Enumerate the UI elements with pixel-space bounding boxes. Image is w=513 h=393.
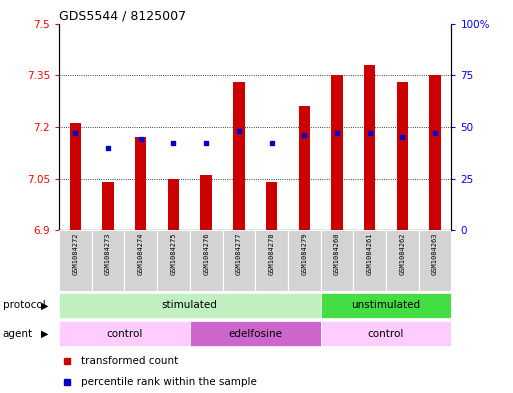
Text: percentile rank within the sample: percentile rank within the sample [81, 377, 256, 387]
Bar [135, 137, 147, 230]
Text: transformed count: transformed count [81, 356, 178, 366]
Text: GSM1084277: GSM1084277 [236, 232, 242, 275]
Bar [321, 321, 451, 346]
Bar [386, 230, 419, 291]
Text: GSM1084278: GSM1084278 [269, 232, 274, 275]
Bar [223, 230, 255, 291]
Bar [321, 293, 451, 318]
Text: agent: agent [3, 329, 33, 339]
Bar [157, 230, 190, 291]
Text: GSM1084275: GSM1084275 [170, 232, 176, 275]
Text: GSM1084274: GSM1084274 [138, 232, 144, 275]
Bar [299, 106, 310, 230]
Bar [233, 82, 245, 230]
Text: GSM1084261: GSM1084261 [367, 232, 372, 275]
Text: ▶: ▶ [42, 329, 49, 339]
Text: GSM1084262: GSM1084262 [400, 232, 405, 275]
Text: protocol: protocol [3, 300, 45, 310]
Bar [92, 230, 125, 291]
Bar [124, 230, 157, 291]
Bar [102, 182, 114, 230]
Text: stimulated: stimulated [162, 300, 218, 310]
Bar [59, 321, 190, 346]
Bar [201, 175, 212, 230]
Bar [321, 230, 353, 291]
Bar [353, 230, 386, 291]
Bar [59, 293, 321, 318]
Bar [266, 182, 278, 230]
Bar [397, 82, 408, 230]
Bar [288, 230, 321, 291]
Text: GDS5544 / 8125007: GDS5544 / 8125007 [59, 9, 186, 22]
Text: unstimulated: unstimulated [351, 300, 421, 310]
Bar [429, 75, 441, 230]
Bar [190, 321, 321, 346]
Text: control: control [106, 329, 143, 339]
Bar [331, 75, 343, 230]
Text: edelfosine: edelfosine [228, 329, 282, 339]
Bar [364, 65, 376, 230]
Text: GSM1084273: GSM1084273 [105, 232, 111, 275]
Text: GSM1084276: GSM1084276 [203, 232, 209, 275]
Bar [255, 230, 288, 291]
Bar [59, 230, 92, 291]
Bar [70, 123, 81, 230]
Bar [168, 178, 179, 230]
Text: GSM1084263: GSM1084263 [432, 232, 438, 275]
Text: control: control [368, 329, 404, 339]
Text: GSM1084272: GSM1084272 [72, 232, 78, 275]
Text: ▶: ▶ [42, 300, 49, 310]
Text: GSM1084260: GSM1084260 [334, 232, 340, 275]
Bar [419, 230, 451, 291]
Bar [190, 230, 223, 291]
Text: GSM1084279: GSM1084279 [301, 232, 307, 275]
